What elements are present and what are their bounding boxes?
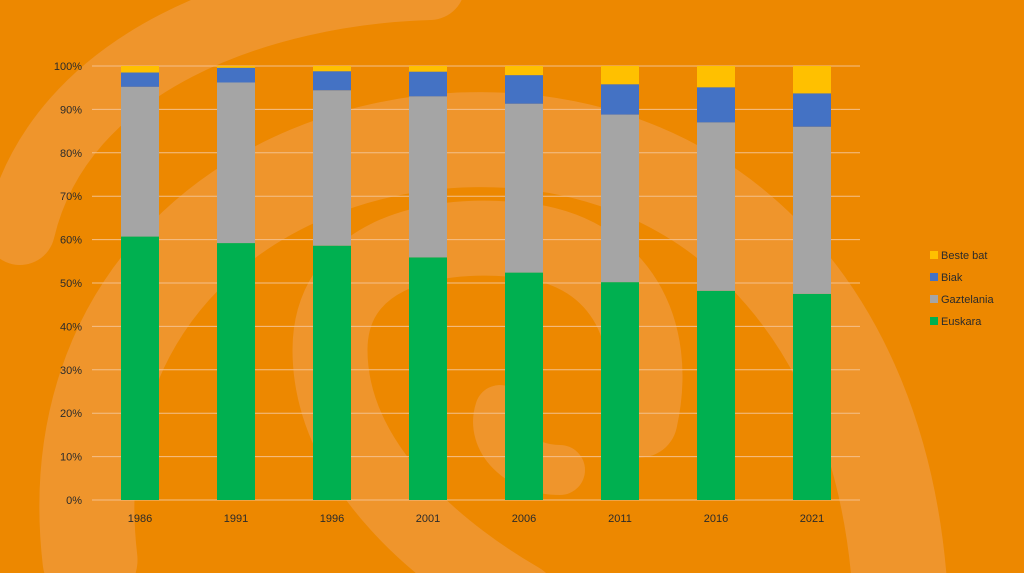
legend-label: Euskara (941, 316, 982, 328)
legend-label: Beste bat (941, 250, 987, 262)
y-axis-tick-labels: 0% 10% 20% 30% 40% 50% 60% 70% 80% 90% 100% (54, 61, 82, 507)
bar-segment-biak (217, 67, 255, 83)
y-tick-label: 80% (60, 148, 82, 160)
chart-gridlines (92, 65, 860, 501)
bar-segment-gaztelania (409, 96, 447, 258)
bar-stack-2006 (505, 66, 543, 500)
bar-stack-2011 (601, 66, 639, 500)
y-tick-label: 0% (66, 495, 82, 507)
bar-segment-euskara (601, 282, 639, 500)
bar-segment-beste-bat (697, 66, 735, 88)
legend-swatch (930, 317, 938, 325)
bar-segment-beste-bat (505, 66, 543, 76)
x-tick-label: 2006 (512, 513, 536, 525)
bar-segment-gaztelania (793, 126, 831, 294)
legend-label: Gaztelania (941, 294, 994, 306)
y-tick-label: 100% (54, 61, 82, 73)
y-tick-label: 20% (60, 408, 82, 420)
bar-segment-biak (793, 93, 831, 127)
bar-segment-euskara (697, 290, 735, 500)
y-tick-label: 60% (60, 235, 82, 247)
bar-stack-2016 (697, 66, 735, 500)
bar-segment-beste-bat (217, 66, 255, 68)
bar-stack-2021 (793, 66, 831, 500)
legend-swatch (930, 251, 938, 259)
chart-bars (121, 66, 831, 500)
bar-segment-euskara (793, 293, 831, 500)
y-tick-label: 50% (60, 278, 82, 290)
y-tick-label: 30% (60, 365, 82, 377)
legend-swatch (930, 295, 938, 303)
swirl-outer-arc (0, 0, 462, 265)
bar-segment-euskara (313, 245, 351, 500)
bar-segment-gaztelania (697, 122, 735, 291)
legend-item-gaztelania: Gaztelania (930, 294, 994, 306)
bar-segment-biak (313, 71, 351, 91)
bar-stack-1991 (217, 66, 255, 500)
legend-item-beste-bat: Beste bat (930, 250, 987, 262)
x-tick-label: 2021 (800, 513, 824, 525)
bar-segment-beste-bat (409, 66, 447, 72)
bar-segment-gaztelania (601, 114, 639, 283)
bar-segment-euskara (121, 236, 159, 500)
x-axis-tick-labels: 1986 1991 1996 2001 2006 2011 2016 2021 (128, 513, 824, 525)
bar-segment-gaztelania (313, 90, 351, 246)
y-tick-label: 70% (60, 191, 82, 203)
bar-segment-euskara (505, 272, 543, 500)
bar-segment-beste-bat (793, 66, 831, 94)
y-tick-label: 90% (60, 104, 82, 116)
legend-item-euskara: Euskara (930, 316, 982, 328)
y-tick-label: 10% (60, 452, 82, 464)
x-tick-label: 1986 (128, 513, 152, 525)
bar-segment-gaztelania (505, 103, 543, 273)
bar-segment-gaztelania (217, 82, 255, 244)
bar-stack-1986 (121, 66, 159, 500)
bar-segment-beste-bat (601, 66, 639, 85)
bar-segment-gaztelania (121, 86, 159, 237)
bar-segment-beste-bat (121, 66, 159, 73)
bar-stack-2001 (409, 66, 447, 500)
bar-segment-euskara (409, 257, 447, 500)
x-tick-label: 1996 (320, 513, 344, 525)
bar-segment-beste-bat (313, 66, 351, 72)
bar-segment-biak (601, 84, 639, 115)
bar-segment-biak (121, 72, 159, 87)
x-tick-label: 2011 (608, 513, 632, 525)
legend-item-biak: Biak (930, 272, 963, 284)
chart-legend: Beste bat Biak Gaztelania Euskara (930, 250, 994, 328)
bar-segment-biak (409, 71, 447, 97)
x-tick-label: 1991 (224, 513, 248, 525)
bar-stack-1996 (313, 66, 351, 500)
x-tick-label: 2001 (416, 513, 440, 525)
legend-label: Biak (941, 272, 963, 284)
bar-segment-biak (505, 75, 543, 104)
bar-segment-biak (697, 87, 735, 123)
y-tick-label: 40% (60, 321, 82, 333)
x-tick-label: 2016 (704, 513, 728, 525)
bar-segment-euskara (217, 243, 255, 500)
legend-swatch (930, 273, 938, 281)
